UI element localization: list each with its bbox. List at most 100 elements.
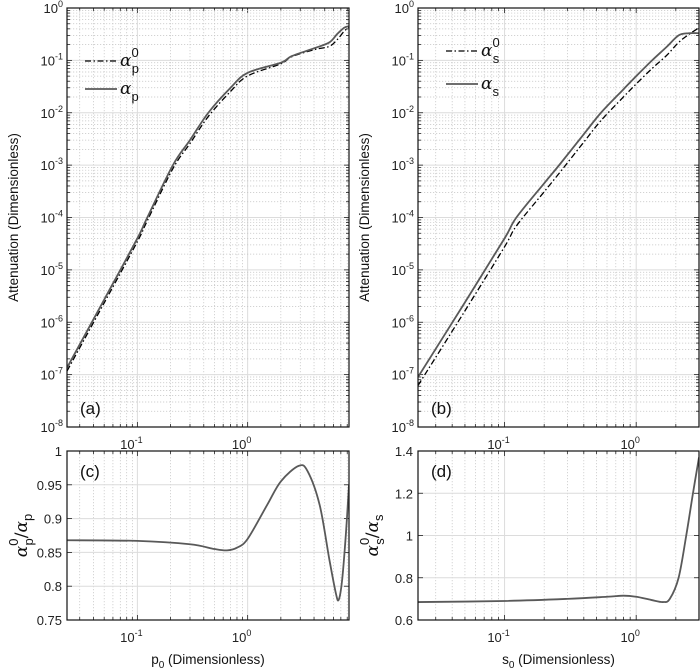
panel-a: 10-1 10010010-110-210-310-410-510-610-710… [6,0,350,452]
text-part: 0 [409,0,414,9]
y-tick-label: 0.75 [37,613,62,628]
axes-frame [417,450,700,621]
text-part: / [363,532,383,538]
text-part: 10 [41,368,55,383]
axes-frame [66,450,350,621]
text-part: α [481,74,493,94]
legend: α0 pαp [85,45,139,104]
text-part: -5 [55,261,63,271]
text-part: α [363,544,383,556]
text-part: / [12,532,32,538]
grid [67,8,349,428]
text-part: 10 [120,630,134,645]
x-tick-label: 100 [620,628,639,645]
text-part: s [492,84,499,99]
y-tick-label: 10-5 [41,261,63,278]
y-axis-label: α0s/αs [357,514,387,556]
text-part: (Dimensionless) [164,652,265,667]
panel-label: (b) [431,399,452,418]
y-tick-label: 1 [406,529,413,544]
text-part: -1 [502,435,510,445]
text-part: 10 [41,211,55,226]
y-tick-label: 1 [55,444,62,459]
text-part: 10 [41,53,55,68]
text-part: s [493,51,500,66]
text-part: 10 [395,1,409,16]
text-part: 0 [131,45,138,60]
text-part: 10 [392,211,406,226]
y-tick-label: 10-2 [392,104,414,121]
series-line-solid [418,457,699,603]
series-line-dashdot [67,26,349,372]
text-part: 10 [41,420,55,435]
text-part: 10 [392,420,406,435]
text-part: -3 [406,156,414,166]
text-part: -8 [55,418,63,428]
legend-entry: α0 s [481,35,500,66]
series-line-solid [67,25,349,369]
y-axis-label: Attenuation (Dimensionless) [6,133,21,302]
text-part: -6 [406,313,414,323]
y-tick-label: 0.8 [395,571,413,586]
text-part: 10 [44,1,58,16]
y-tick-label: 10-4 [41,209,63,226]
y-tick-label: 10-4 [392,209,414,226]
text-part: 0 [509,660,515,670]
y-tick-label: 10-3 [392,156,414,173]
text-part: 0 [635,435,640,445]
y-tick-label: 100 [395,0,414,16]
text-part: -7 [55,366,63,376]
x-tick-label: 100 [620,435,639,452]
text-part: -3 [55,156,63,166]
y-tick-label: 1.4 [395,444,413,459]
text-part: -4 [406,209,414,219]
text-part: -4 [55,209,63,219]
y-tick-label: 1.2 [395,486,413,501]
text-part: -1 [135,435,143,445]
x-axis-label: s0 (Dimensionless) [502,652,615,670]
text-part: 10 [487,630,501,645]
text-part: 10 [620,437,634,452]
y-tick-label: 0.85 [37,545,62,560]
text-part: -2 [406,104,414,114]
text-part: p [132,61,139,76]
text-part: 0 [58,0,63,9]
text-part: s [371,514,386,521]
y-tick-label: 10-2 [41,104,63,121]
text-part: 10 [232,630,246,645]
series-line-dashdot [418,27,699,386]
y-tick-label: 10-1 [41,51,63,68]
text-part: 0 [492,35,499,50]
text-part: α [363,521,383,533]
text-part: 10 [232,437,246,452]
text-part: 0 [635,628,640,638]
y-tick-label: 0.8 [44,579,62,594]
axes-frame [66,7,350,428]
panel-label: (a) [80,399,101,418]
text-part: s [502,652,509,667]
text-part: 10 [392,263,406,278]
text-part: -7 [406,366,414,376]
text-part: p [21,538,36,545]
axes-frame [417,7,700,428]
text-part: 0 [246,628,251,638]
text-part: 0 [357,538,372,545]
text-part: -6 [55,313,63,323]
y-tick-label: 10-1 [392,51,414,68]
text-part: α [12,545,32,557]
text-part: -5 [406,261,414,271]
y-tick-label: 10-3 [41,156,63,173]
text-part: 10 [41,158,55,173]
series-line-solid [418,32,699,378]
text-part: p [151,652,159,667]
y-tick-label: 10-8 [392,418,414,435]
text-part: p [20,514,35,521]
y-tick-label: 0.6 [395,613,413,628]
y-axis-label: α0p/αp [6,514,36,557]
text-part: 10 [41,263,55,278]
text-part: 10 [620,630,634,645]
y-tick-label: 10-5 [392,261,414,278]
